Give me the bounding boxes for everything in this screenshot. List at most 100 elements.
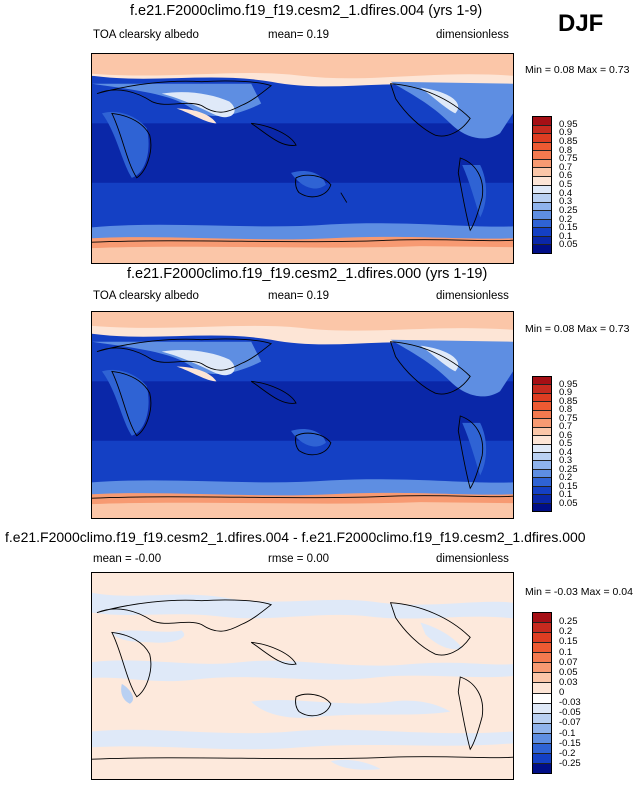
colorbar-tick-label: 0.6: [559, 429, 573, 441]
colorbar-tick-label: 0.4: [559, 187, 573, 199]
colorbar-tick-label: 0.3: [559, 455, 573, 466]
colorbar-swatch: [533, 385, 551, 394]
colorbar-tick-label: -0.2: [559, 747, 576, 759]
colorbar-tick-label: -0.05: [559, 707, 581, 719]
colorbar-swatch: [533, 185, 551, 195]
colorbar-swatch: [533, 643, 551, 654]
colorbar-swatch: [533, 478, 551, 487]
panel2-colorbar: [532, 376, 552, 512]
colorbar-tick-label: 0.75: [559, 412, 578, 424]
panel2-minmax: Min = 0.08 Max = 0.73: [525, 323, 630, 335]
panel1-field-label: TOA clearsky albedo: [93, 29, 199, 41]
panel2-map: [91, 311, 514, 519]
colorbar-swatch: [533, 168, 551, 177]
colorbar-swatch: [533, 753, 551, 764]
panel1-title: f.e21.F2000climo.f19_f19.cesm2_1.dfires.…: [130, 3, 483, 19]
colorbar-swatch: [533, 613, 551, 624]
colorbar-tick-label: 0.05: [559, 239, 578, 251]
colorbar-swatch: [533, 733, 551, 744]
colorbar-swatch: [533, 683, 551, 694]
colorbar-tick-label: 0.1: [559, 489, 573, 500]
colorbar-tick-label: 0.03: [559, 676, 578, 688]
colorbar-swatch: [533, 236, 551, 246]
colorbar-swatch: [533, 410, 551, 420]
colorbar-tick-label: -0.07: [559, 717, 581, 729]
colorbar-swatch: [533, 503, 551, 511]
panel2-units: dimensionless: [436, 290, 509, 302]
panel3-rmse: rmse = 0.00: [268, 553, 330, 565]
colorbar-swatch: [533, 211, 551, 220]
colorbar-swatch: [533, 743, 551, 754]
colorbar-swatch: [533, 436, 551, 445]
colorbar-tick-label: 0.15: [559, 636, 578, 648]
colorbar-swatch: [533, 703, 551, 714]
colorbar-swatch: [533, 673, 551, 684]
colorbar-swatch: [533, 176, 551, 186]
colorbar-swatch: [533, 202, 551, 212]
colorbar-tick-label: 0.75: [559, 153, 578, 165]
panel3-title: f.e21.F2000climo.f19_f19.cesm2_1.dfires.…: [5, 529, 586, 545]
panel3-mean: mean = -0.00: [93, 553, 162, 565]
colorbar-swatch: [533, 125, 551, 135]
panel1-units: dimensionless: [436, 29, 509, 41]
colorbar-tick-label: -0.25: [559, 757, 581, 769]
panel1-minmax: Min = 0.08 Max = 0.73: [525, 64, 630, 76]
panel1-colorbar: [532, 116, 552, 254]
panel2-title: f.e21.F2000climo.f19_f19.cesm2_1.dfires.…: [127, 266, 488, 282]
colorbar-swatch: [533, 763, 551, 773]
colorbar-tick-label: 0.05: [559, 666, 578, 678]
colorbar-tick-label: 0: [559, 687, 565, 698]
panel2-mean: mean= 0.19: [268, 290, 330, 302]
colorbar-swatch: [533, 419, 551, 428]
colorbar-swatch: [533, 427, 551, 437]
colorbar-swatch: [533, 393, 551, 403]
colorbar-tick-label: 0.95: [559, 378, 578, 390]
colorbar-swatch: [533, 452, 551, 462]
colorbar-tick-label: 0.1: [559, 646, 573, 658]
colorbar-swatch: [533, 134, 551, 143]
colorbar-tick-label: 0.95: [559, 118, 578, 130]
colorbar-tick-label: 0.5: [559, 438, 573, 449]
colorbar-swatch: [533, 486, 551, 496]
colorbar-tick-label: -0.1: [559, 727, 576, 739]
colorbar-tick-label: 0.5: [559, 179, 573, 190]
colorbar-swatch: [533, 219, 551, 229]
colorbar-swatch: [533, 723, 551, 734]
colorbar-tick-label: 0.07: [559, 656, 578, 668]
panel1-map: [91, 53, 514, 264]
colorbar-tick-label: 0.8: [559, 404, 573, 415]
colorbar-tick-label: 0.7: [559, 161, 573, 173]
colorbar-tick-label: 0.25: [559, 616, 578, 628]
panel3-map: [91, 572, 514, 780]
colorbar-swatch: [533, 194, 551, 203]
colorbar-tick-label: 0.9: [559, 387, 573, 398]
colorbar-tick-label: 0.2: [559, 213, 573, 225]
panel3-colorbar: [532, 612, 552, 774]
colorbar-tick-label: 0.7: [559, 421, 573, 432]
colorbar-tick-label: -0.15: [559, 737, 581, 749]
colorbar-swatch: [533, 693, 551, 704]
colorbar-tick-label: 0.8: [559, 144, 573, 156]
colorbar-swatch: [533, 469, 551, 479]
colorbar-tick-label: -0.03: [559, 697, 581, 709]
colorbar-swatch: [533, 117, 551, 126]
panel3-units: dimensionless: [436, 553, 509, 565]
colorbar-tick-label: 0.85: [559, 395, 578, 407]
colorbar-swatch: [533, 713, 551, 724]
season-label: DJF: [558, 10, 604, 37]
colorbar-swatch: [533, 653, 551, 664]
colorbar-swatch: [533, 159, 551, 169]
panel1-mean: mean= 0.19: [268, 29, 330, 41]
colorbar-swatch: [533, 623, 551, 634]
colorbar-swatch: [533, 151, 551, 160]
colorbar-tick-label: 0.3: [559, 196, 573, 208]
colorbar-tick-label: 0.4: [559, 446, 573, 458]
colorbar-tick-label: 0.85: [559, 135, 578, 147]
colorbar-tick-label: 0.6: [559, 170, 573, 182]
colorbar-tick-label: 0.9: [559, 127, 573, 139]
colorbar-tick-label: 0.15: [559, 222, 578, 234]
colorbar-swatch: [533, 142, 551, 152]
colorbar-swatch: [533, 495, 551, 504]
colorbar-tick-label: 0.15: [559, 480, 578, 492]
colorbar-swatch: [533, 402, 551, 411]
